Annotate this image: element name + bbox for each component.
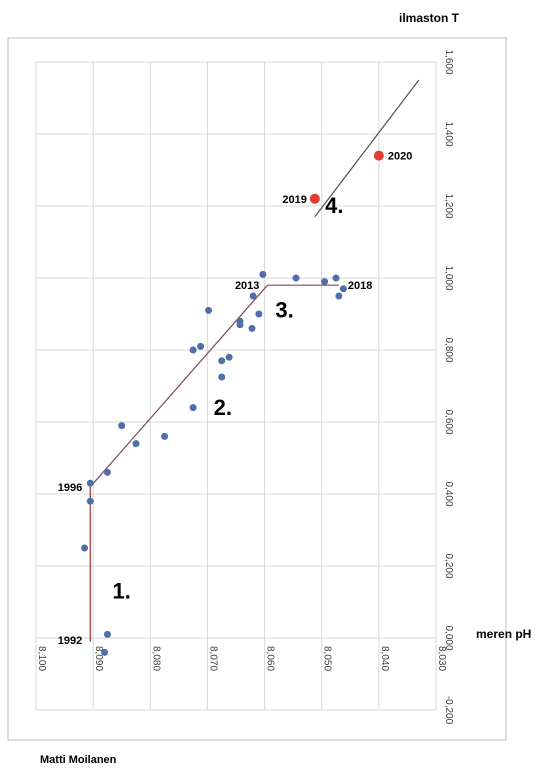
y-tick-label: 1,400 — [443, 121, 454, 146]
phase-labels: 1. 2. 3. 4. — [113, 193, 344, 603]
data-point — [218, 373, 226, 381]
data-point — [225, 353, 233, 361]
data-point — [218, 357, 226, 365]
data-point — [103, 468, 111, 476]
y-tick-label: 1,600 — [443, 49, 454, 74]
x-axis-ticks: 8,100 8,090 8,080 8,070 8,060 8,050 8,040 8,030 — [36, 646, 447, 671]
y-tick-label: 0,600 — [443, 409, 454, 434]
data-point — [86, 479, 94, 487]
chart-frame — [7, 37, 507, 741]
data-point — [248, 324, 256, 332]
data-point — [86, 497, 94, 505]
year-label: 1992 — [58, 635, 82, 647]
y-tick-label: 0,200 — [443, 553, 454, 578]
data-point — [81, 544, 89, 552]
data-point — [259, 270, 267, 278]
data-point — [292, 274, 300, 282]
y-axis-ticks: -0,200 0,000 0,200 0,400 0,600 0,800 1,000 1,20… — [443, 49, 454, 724]
y-tick-label: 0,400 — [443, 481, 454, 506]
data-point — [332, 274, 340, 282]
y-axis-title: ilmaston T — [399, 11, 460, 25]
data-point — [249, 292, 257, 300]
data-points — [81, 150, 384, 656]
data-point — [101, 648, 109, 656]
x-tick-label: 8,100 — [36, 646, 47, 671]
x-tick-label: 8,050 — [322, 646, 333, 671]
year-label: 2018 — [348, 280, 372, 292]
year-label: 2013 — [235, 280, 259, 292]
phase-label: 1. — [113, 578, 131, 603]
data-point — [335, 292, 343, 300]
phase-label: 4. — [325, 193, 343, 218]
data-point — [339, 285, 347, 293]
x-tick-label: 8,070 — [207, 646, 218, 671]
phase-label: 2. — [214, 395, 232, 420]
phase-label: 3. — [275, 298, 293, 323]
year-label: 2020 — [388, 151, 412, 163]
highlight-point — [373, 150, 384, 161]
data-point — [205, 306, 213, 314]
y-tick-label: 0,800 — [443, 337, 454, 362]
x-tick-label: 8,060 — [265, 646, 276, 671]
data-point — [255, 310, 263, 318]
year-label: 1996 — [58, 482, 82, 494]
data-point — [236, 317, 244, 325]
data-point — [197, 342, 205, 350]
y-tick-label: 0,000 — [443, 625, 454, 650]
data-point — [132, 440, 140, 448]
y-tick-label: 1,000 — [443, 265, 454, 290]
x-tick-label: 8,080 — [150, 646, 161, 671]
data-point — [189, 404, 197, 412]
x-axis-title: meren pH — [476, 627, 531, 641]
x-tick-label: 8,090 — [93, 646, 104, 671]
data-point — [118, 422, 126, 430]
trend-line — [314, 79, 420, 218]
author-credit: Matti Moilanen — [40, 754, 117, 766]
grid — [35, 61, 437, 711]
x-tick-label: 8,040 — [379, 646, 390, 671]
x-tick-label: 8,030 — [436, 646, 447, 671]
data-point — [189, 346, 197, 354]
point-labels: 1992 1996 2013 2018 2019 2020 — [58, 151, 413, 647]
highlight-point — [309, 193, 320, 204]
data-point — [103, 630, 111, 638]
y-tick-label: 1,200 — [443, 193, 454, 218]
y-tick-label: -0,200 — [443, 696, 454, 725]
data-point — [321, 278, 329, 286]
year-label: 2019 — [282, 194, 306, 206]
data-point — [161, 432, 169, 440]
